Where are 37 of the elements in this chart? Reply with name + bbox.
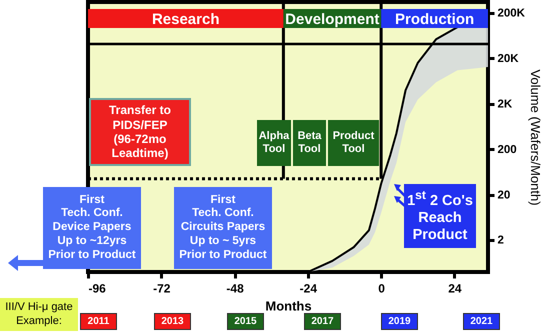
x-tick-label: -96 (88, 282, 106, 296)
x-tick-label: -72 (153, 282, 171, 296)
text-box: Product Tool (328, 120, 379, 166)
y-tick-label: 2 (498, 234, 504, 247)
y-tick-label: 20 (498, 189, 510, 202)
text-box: 2013 (154, 313, 191, 330)
x-tick-label: -24 (300, 282, 318, 296)
annotation: Transfer to PIDS/FEP (96-72mo Leadtime) (108, 103, 171, 161)
y-axis-title: Volume (Wafers/Month) (528, 69, 543, 206)
text-box: 2015 (227, 313, 264, 330)
text-box: 2019 (381, 313, 418, 330)
text-box: First Tech. Conf. Circuits Papers Up to ~ 5yrs Prior to Product (174, 187, 272, 269)
band-label: Development (285, 11, 380, 28)
text-box: 1$^{st}$ 2 Co's Reach Product (404, 184, 476, 248)
text-box: Alpha Tool (257, 120, 291, 166)
band-label: Research (152, 11, 220, 28)
text-box: III/V Hi-μ gate Example: (0, 298, 78, 331)
x-axis-title: Months (265, 298, 312, 314)
text-box: 2017 (304, 313, 341, 330)
annotation: First Tech. Conf. Circuits Papers Up to ~ 5yrs Prior to Product (179, 194, 267, 262)
y-tick-label: 2K (498, 98, 513, 110)
y-tick-label: 200 (498, 144, 517, 156)
annotation: First Tech. Conf. Device Papers Up to ~12yrs Prior to Product (48, 194, 136, 262)
annotation: Alpha Tool (258, 130, 290, 156)
text-box: 2021 (463, 313, 500, 330)
x-tick-label: 0 (378, 282, 386, 296)
band-label: Production (394, 11, 474, 28)
y-tick-label: 20K (498, 52, 520, 65)
x-tick-label: -48 (226, 282, 244, 296)
x-tick-label: 24 (448, 282, 462, 296)
text-box: 2011 (80, 313, 117, 330)
annotation: Beta Tool (298, 130, 322, 156)
text-box: Beta Tool (293, 120, 326, 166)
text-box: First Tech. Conf. Device Papers Up to ~12yrs Prior to Product (43, 187, 141, 269)
annotation: Product Tool (332, 130, 374, 156)
y-tick-label: 200K (498, 8, 526, 20)
text-box: Transfer to PIDS/FEP (96-72mo Leadtime) (89, 98, 191, 166)
